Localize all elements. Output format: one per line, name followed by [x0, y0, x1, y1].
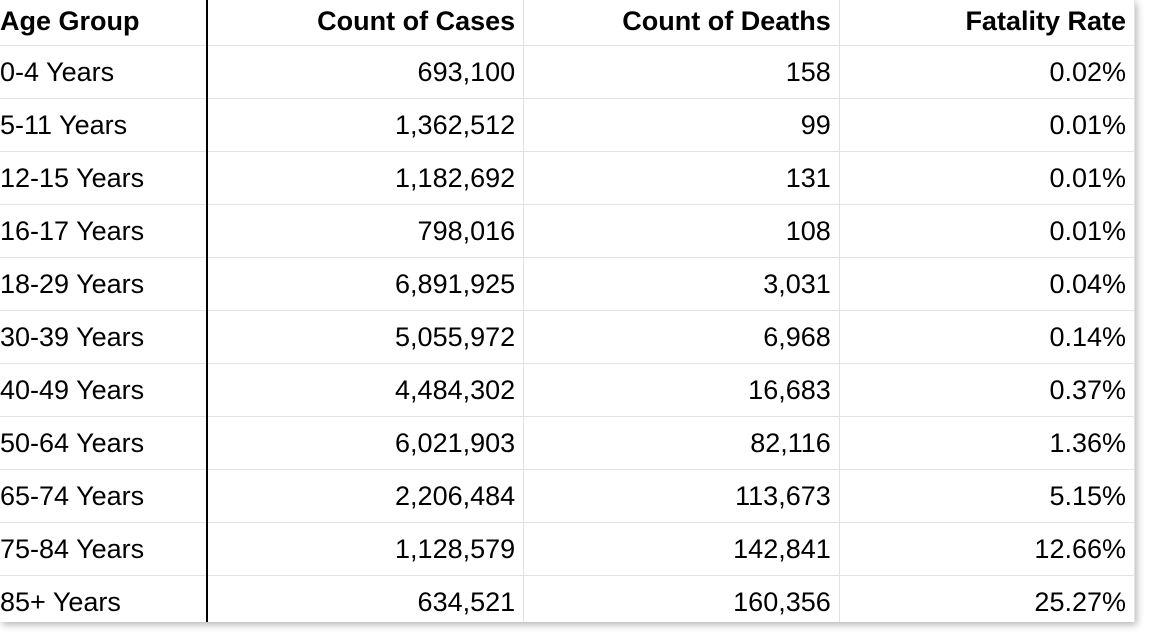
table-row: 75-84 Years 1,128,579 142,841 12.66%: [0, 522, 1135, 576]
data-table: Age Group Count of Cases Count of Deaths…: [0, 0, 1135, 622]
cell-age-group[interactable]: 65-74 Years: [0, 469, 209, 523]
cell-count-of-cases[interactable]: 4,484,302: [207, 363, 525, 417]
cell-count-of-deaths[interactable]: 6,968: [523, 310, 840, 364]
table-row: 12-15 Years 1,182,692 131 0.01%: [0, 151, 1135, 205]
column-header-age-group[interactable]: Age Group: [0, 0, 209, 46]
table-row: 5-11 Years 1,362,512 99 0.01%: [0, 98, 1135, 152]
cell-age-group[interactable]: 18-29 Years: [0, 257, 209, 311]
cell-count-of-cases[interactable]: 1,128,579: [207, 522, 525, 576]
header-row: Age Group Count of Cases Count of Deaths…: [0, 0, 1135, 46]
table-row: 40-49 Years 4,484,302 16,683 0.37%: [0, 363, 1135, 417]
table-row: 30-39 Years 5,055,972 6,968 0.14%: [0, 310, 1135, 364]
cell-count-of-cases[interactable]: 6,021,903: [207, 416, 525, 470]
cell-count-of-deaths[interactable]: 82,116: [523, 416, 840, 470]
table-row: 0-4 Years 693,100 158 0.02%: [0, 45, 1135, 99]
cell-count-of-deaths[interactable]: 16,683: [523, 363, 840, 417]
cell-count-of-deaths[interactable]: 158: [523, 45, 840, 99]
cell-age-group[interactable]: 12-15 Years: [0, 151, 209, 205]
cell-count-of-cases[interactable]: 798,016: [207, 204, 525, 258]
column-header-fatality-rate[interactable]: Fatality Rate: [839, 0, 1135, 46]
cell-count-of-cases[interactable]: 2,206,484: [207, 469, 525, 523]
cell-age-group[interactable]: 5-11 Years: [0, 98, 209, 152]
cell-count-of-deaths[interactable]: 160,356: [523, 575, 840, 622]
cell-fatality-rate[interactable]: 0.37%: [839, 363, 1135, 417]
table-row: 65-74 Years 2,206,484 113,673 5.15%: [0, 469, 1135, 523]
cell-age-group[interactable]: 0-4 Years: [0, 45, 209, 99]
table-row: 18-29 Years 6,891,925 3,031 0.04%: [0, 257, 1135, 311]
cell-age-group[interactable]: 40-49 Years: [0, 363, 209, 417]
cell-count-of-cases[interactable]: 634,521: [207, 575, 525, 622]
cell-fatality-rate[interactable]: 0.02%: [839, 45, 1135, 99]
cell-count-of-deaths[interactable]: 3,031: [523, 257, 840, 311]
cell-fatality-rate[interactable]: 0.01%: [839, 204, 1135, 258]
cell-count-of-deaths[interactable]: 142,841: [523, 522, 840, 576]
spreadsheet-table-view: Age Group Count of Cases Count of Deaths…: [0, 0, 1135, 622]
cell-count-of-deaths[interactable]: 113,673: [523, 469, 840, 523]
cell-count-of-deaths[interactable]: 108: [523, 204, 840, 258]
table-body: 0-4 Years 693,100 158 0.02% 5-11 Years 1,362,…: [0, 45, 1135, 622]
table-row: 16-17 Years 798,016 108 0.01%: [0, 204, 1135, 258]
cell-fatality-rate[interactable]: 5.15%: [839, 469, 1135, 523]
table-row: 50-64 Years 6,021,903 82,116 1.36%: [0, 416, 1135, 470]
cell-age-group[interactable]: 85+ Years: [0, 575, 209, 622]
cell-count-of-deaths[interactable]: 131: [523, 151, 840, 205]
cell-fatality-rate[interactable]: 0.01%: [839, 151, 1135, 205]
cell-count-of-cases[interactable]: 6,891,925: [207, 257, 525, 311]
cell-count-of-cases[interactable]: 1,362,512: [207, 98, 525, 152]
cell-fatality-rate[interactable]: 0.04%: [839, 257, 1135, 311]
table-row: 85+ Years 634,521 160,356 25.27%: [0, 575, 1135, 622]
cell-fatality-rate[interactable]: 0.01%: [839, 98, 1135, 152]
cell-count-of-cases[interactable]: 693,100: [207, 45, 525, 99]
cell-count-of-cases[interactable]: 1,182,692: [207, 151, 525, 205]
cell-count-of-cases[interactable]: 5,055,972: [207, 310, 525, 364]
cell-fatality-rate[interactable]: 12.66%: [839, 522, 1135, 576]
cell-age-group[interactable]: 50-64 Years: [0, 416, 209, 470]
cell-age-group[interactable]: 30-39 Years: [0, 310, 209, 364]
cell-fatality-rate[interactable]: 25.27%: [839, 575, 1135, 622]
column-header-count-of-cases[interactable]: Count of Cases: [207, 0, 525, 46]
cell-fatality-rate[interactable]: 1.36%: [839, 416, 1135, 470]
cell-fatality-rate[interactable]: 0.14%: [839, 310, 1135, 364]
cell-age-group[interactable]: 75-84 Years: [0, 522, 209, 576]
cell-age-group[interactable]: 16-17 Years: [0, 204, 209, 258]
column-header-count-of-deaths[interactable]: Count of Deaths: [523, 0, 840, 46]
cell-count-of-deaths[interactable]: 99: [523, 98, 840, 152]
